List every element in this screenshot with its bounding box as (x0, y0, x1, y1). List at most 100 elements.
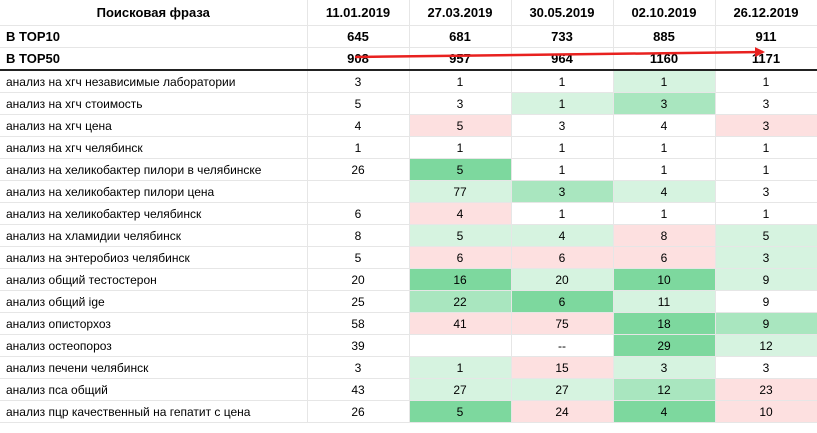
rank-cell[interactable]: 6 (613, 246, 716, 269)
rank-cell[interactable]: 3 (511, 180, 614, 203)
rank-cell[interactable]: 6 (511, 246, 614, 269)
rank-cell[interactable]: 5 (307, 92, 410, 115)
phrase-cell[interactable]: анализ пцр качественный на гепатит с цен… (0, 400, 308, 423)
rank-cell[interactable]: 1 (511, 136, 614, 159)
rank-cell[interactable]: 5 (409, 224, 512, 247)
rank-cell[interactable]: 12 (613, 378, 716, 401)
rank-cell[interactable]: 26 (307, 400, 410, 423)
rank-cell[interactable]: 5 (715, 224, 817, 247)
phrase-cell[interactable]: анализ на хгч цена (0, 114, 308, 137)
top50-value[interactable]: 908 (307, 47, 410, 71)
rank-cell[interactable]: 6 (307, 202, 410, 225)
rank-cell[interactable]: 75 (511, 312, 614, 335)
phrase-cell[interactable]: анализ на хгч независимые лаборатории (0, 70, 308, 93)
rank-cell[interactable]: 12 (715, 334, 817, 357)
rank-cell[interactable]: 5 (409, 114, 512, 137)
rank-cell[interactable]: 1 (511, 202, 614, 225)
rank-cell[interactable]: 4 (307, 114, 410, 137)
rank-cell[interactable]: 1 (409, 356, 512, 379)
rank-cell[interactable]: 25 (307, 290, 410, 313)
rank-cell[interactable]: 3 (409, 92, 512, 115)
rank-cell[interactable]: 3 (715, 114, 817, 137)
phrase-cell[interactable]: анализ общий тестостерон (0, 268, 308, 291)
phrase-cell[interactable]: анализ пса общий (0, 378, 308, 401)
date-column-header[interactable]: 02.10.2019 (613, 0, 716, 26)
date-column-header[interactable]: 26.12.2019 (715, 0, 817, 26)
rank-cell[interactable]: 9 (715, 268, 817, 291)
rank-cell[interactable]: 15 (511, 356, 614, 379)
rank-cell[interactable]: 1 (511, 70, 614, 93)
phrase-cell[interactable]: анализ на хеликобактер пилори цена (0, 180, 308, 203)
rank-cell[interactable]: -- (511, 334, 614, 357)
top50-label[interactable]: В TOP50 (0, 47, 308, 71)
top10-value[interactable]: 645 (307, 25, 410, 48)
rank-cell[interactable]: 1 (613, 158, 716, 181)
rank-cell[interactable]: 26 (307, 158, 410, 181)
top10-value[interactable]: 885 (613, 25, 716, 48)
rank-cell[interactable]: 1 (613, 70, 716, 93)
rank-cell[interactable]: 22 (409, 290, 512, 313)
rank-cell[interactable]: 1 (613, 136, 716, 159)
rank-cell[interactable]: 6 (409, 246, 512, 269)
rank-cell[interactable]: 3 (715, 246, 817, 269)
phrase-cell[interactable]: анализ описторхоз (0, 312, 308, 335)
phrase-cell[interactable]: анализ печени челябинск (0, 356, 308, 379)
top50-value[interactable]: 964 (511, 47, 614, 71)
rank-cell[interactable]: 3 (715, 356, 817, 379)
phrase-cell[interactable]: анализ на хеликобактер пилори в челябинс… (0, 158, 308, 181)
rank-cell[interactable]: 10 (613, 268, 716, 291)
rank-cell[interactable]: 11 (613, 290, 716, 313)
rank-cell[interactable]: 43 (307, 378, 410, 401)
rank-cell[interactable]: 3 (307, 356, 410, 379)
rank-cell[interactable]: 41 (409, 312, 512, 335)
rank-cell[interactable]: 20 (511, 268, 614, 291)
rank-cell[interactable]: 1 (715, 70, 817, 93)
phrase-cell[interactable]: анализ остеопороз (0, 334, 308, 357)
rank-cell[interactable]: 4 (613, 114, 716, 137)
rank-cell[interactable]: 1 (511, 92, 614, 115)
rank-cell[interactable]: 4 (409, 202, 512, 225)
rank-cell[interactable]: 4 (511, 224, 614, 247)
rank-cell[interactable]: 18 (613, 312, 716, 335)
rank-cell[interactable]: 1 (715, 158, 817, 181)
rank-cell[interactable]: 4 (613, 180, 716, 203)
rank-cell[interactable]: 10 (715, 400, 817, 423)
rank-cell[interactable] (409, 334, 512, 357)
rank-cell[interactable]: 1 (409, 136, 512, 159)
rank-cell[interactable]: 8 (307, 224, 410, 247)
top10-value[interactable]: 681 (409, 25, 512, 48)
rank-cell[interactable]: 5 (409, 400, 512, 423)
rank-cell[interactable]: 1 (715, 136, 817, 159)
rank-cell[interactable]: 29 (613, 334, 716, 357)
rank-cell[interactable]: 5 (307, 246, 410, 269)
rank-cell[interactable]: 20 (307, 268, 410, 291)
rank-cell[interactable]: 24 (511, 400, 614, 423)
top50-value[interactable]: 957 (409, 47, 512, 71)
rank-cell[interactable]: 1 (511, 158, 614, 181)
rank-cell[interactable]: 58 (307, 312, 410, 335)
top50-value[interactable]: 1171 (715, 47, 817, 71)
rank-cell[interactable]: 1 (613, 202, 716, 225)
phrase-column-header[interactable]: Поисковая фраза (0, 0, 308, 26)
rank-cell[interactable]: 27 (409, 378, 512, 401)
phrase-cell[interactable]: анализ на хгч стоимость (0, 92, 308, 115)
rank-cell[interactable]: 1 (307, 136, 410, 159)
rank-cell[interactable]: 3 (613, 92, 716, 115)
rank-cell[interactable]: 16 (409, 268, 512, 291)
phrase-cell[interactable]: анализ на энтеробиоз челябинск (0, 246, 308, 269)
rank-cell[interactable]: 1 (409, 70, 512, 93)
rank-cell[interactable]: 3 (307, 70, 410, 93)
phrase-cell[interactable]: анализ на хламидии челябинск (0, 224, 308, 247)
rank-cell[interactable]: 77 (409, 180, 512, 203)
rank-cell[interactable]: 3 (613, 356, 716, 379)
rank-cell[interactable]: 3 (511, 114, 614, 137)
date-column-header[interactable]: 27.03.2019 (409, 0, 512, 26)
rank-cell[interactable]: 39 (307, 334, 410, 357)
rank-cell[interactable] (307, 180, 410, 203)
top10-label[interactable]: В TOP10 (0, 25, 308, 48)
phrase-cell[interactable]: анализ общий ige (0, 290, 308, 313)
date-column-header[interactable]: 11.01.2019 (307, 0, 410, 26)
rank-cell[interactable]: 9 (715, 312, 817, 335)
top50-value[interactable]: 1160 (613, 47, 716, 71)
rank-cell[interactable]: 9 (715, 290, 817, 313)
